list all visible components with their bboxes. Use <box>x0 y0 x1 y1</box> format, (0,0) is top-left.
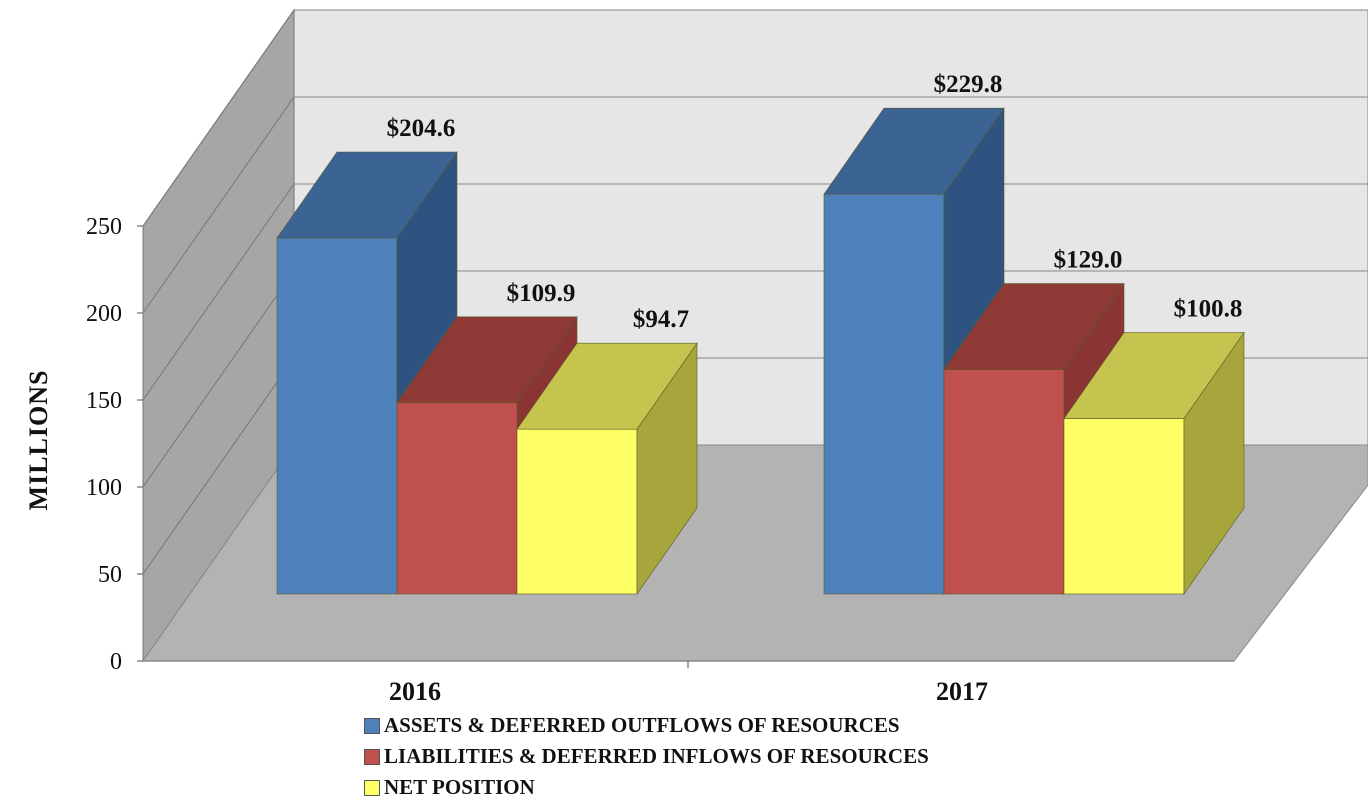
legend-label-net-position: NET POSITION <box>384 775 535 799</box>
legend-swatch-assets <box>364 717 380 734</box>
data-label: $129.0 <box>1054 247 1123 274</box>
legend-item-assets: ASSETS & DEFERRED OUTFLOWS OF RESOURCES <box>364 710 929 741</box>
y-tick-label: 200 <box>86 301 122 327</box>
y-tick-label: 50 <box>98 562 122 588</box>
gridline-side <box>142 270 295 488</box>
bar-top <box>943 283 1125 370</box>
bar-top <box>823 107 1005 195</box>
category-label: 2016 <box>389 677 441 706</box>
y-axis-ticks: 0 50 100 150 200 250 <box>86 214 143 675</box>
bar-2016-1: $204.6 <box>276 115 458 595</box>
gridline-side <box>142 183 295 401</box>
legend-item-net-position: NET POSITION <box>364 772 929 803</box>
legend-swatch-net-position <box>364 779 380 796</box>
legend-label-assets: ASSETS & DEFERRED OUTFLOWS OF RESOURCES <box>384 713 900 737</box>
gridline-side <box>142 9 295 227</box>
y-tick-label: 0 <box>110 649 122 675</box>
bar-top <box>1063 332 1245 419</box>
bars: $204.6 $109.9 $94.7 $229.8 $129.0 $100.8 <box>276 71 1245 595</box>
bar-front <box>516 428 638 595</box>
bar-2017-3: $100.8 <box>1063 296 1245 595</box>
bar-top <box>516 342 698 430</box>
category-label: 2017 <box>936 677 988 706</box>
y-axis-label: MILLIONS <box>24 370 53 511</box>
bar-2016-2: $109.9 <box>396 280 578 595</box>
category-labels: 2016 2017 <box>389 677 988 706</box>
gridline-side <box>142 96 295 314</box>
bar-front <box>1063 418 1185 595</box>
bar-2016-3: $94.7 <box>516 306 698 595</box>
bar-front <box>396 402 518 595</box>
y-tick-label: 100 <box>86 475 122 501</box>
data-label: $94.7 <box>633 306 689 333</box>
legend-item-liabilities: LIABILITIES & DEFERRED INFLOWS OF RESOUR… <box>364 741 929 772</box>
bar-front <box>943 369 1065 595</box>
data-label: $229.8 <box>934 71 1003 98</box>
bar-top <box>276 151 458 239</box>
bar-front <box>276 237 398 595</box>
bar-top <box>396 316 578 404</box>
data-label: $109.9 <box>507 280 576 307</box>
y-tick-label: 150 <box>86 388 122 414</box>
bar-front <box>823 193 945 595</box>
legend-label-liabilities: LIABILITIES & DEFERRED INFLOWS OF RESOUR… <box>384 744 929 768</box>
data-label: $204.6 <box>387 115 456 142</box>
legend: ASSETS & DEFERRED OUTFLOWS OF RESOURCES … <box>364 710 929 803</box>
legend-swatch-liabilities <box>364 748 380 765</box>
gridline-side <box>142 357 295 575</box>
data-label: $100.8 <box>1174 296 1243 323</box>
y-tick-label: 250 <box>86 214 122 240</box>
